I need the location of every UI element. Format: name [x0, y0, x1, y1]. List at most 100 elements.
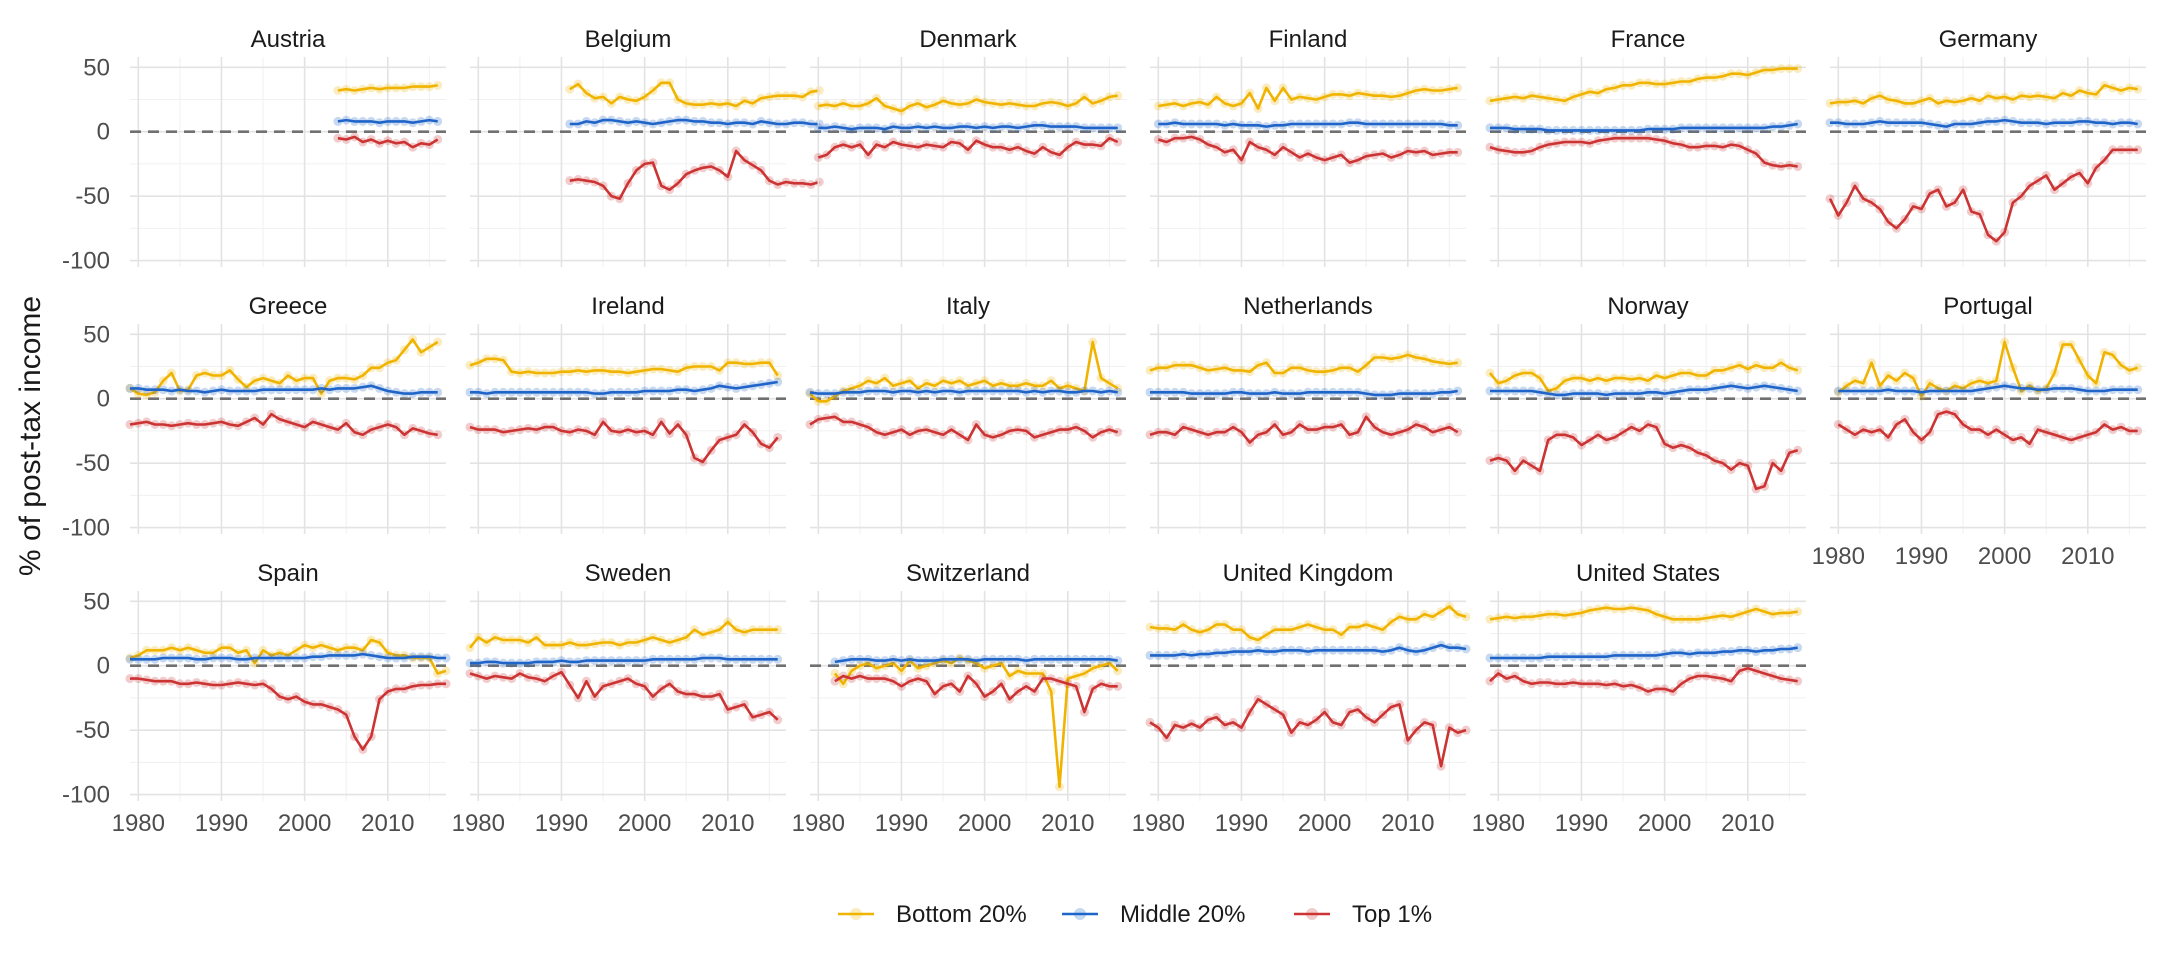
- series-line: [1150, 389, 1458, 397]
- x-tick-label: 2000: [618, 810, 671, 837]
- panel-sweden: Sweden 1980 1990 2000 2010: [452, 560, 786, 837]
- series-line: [809, 389, 1118, 395]
- legend-key-point: [1306, 908, 1318, 920]
- panel-portugal: Portugal 1980 1990 2000 2010: [1812, 293, 2146, 570]
- x-tick-label: 2010: [1381, 810, 1434, 837]
- series-line: [818, 94, 1118, 113]
- series-line: [1489, 67, 1798, 103]
- series-middle: [333, 115, 443, 128]
- series-line: [834, 674, 1118, 714]
- series-bottom: [465, 354, 783, 381]
- panel-title: Switzerland: [906, 560, 1030, 587]
- y-tick-label: 0: [97, 653, 110, 680]
- panel-title: Portugal: [1943, 293, 2032, 320]
- panel-title: Spain: [257, 560, 318, 587]
- x-tick-label: 2010: [361, 810, 414, 837]
- series-bottom: [1145, 350, 1463, 378]
- series-line: [1158, 86, 1458, 110]
- legend-label: Bottom 20%: [896, 901, 1027, 928]
- series-top: [813, 133, 1123, 162]
- series-middle: [465, 653, 783, 668]
- panel-finland: Finland: [1150, 26, 1466, 267]
- series-middle: [1485, 381, 1803, 400]
- panel-germany: Germany: [1825, 26, 2146, 267]
- x-tick-label: 1990: [1895, 543, 1948, 570]
- series-bottom: [1145, 601, 1471, 645]
- y-tick-label: 50: [83, 54, 110, 81]
- series-bottom: [830, 653, 1123, 792]
- series-middle: [1153, 118, 1463, 132]
- series-line: [468, 620, 778, 649]
- y-tick-label: -100: [62, 248, 110, 275]
- series-bottom: [813, 91, 1123, 116]
- series-line: [130, 677, 446, 751]
- panel-ireland: Ireland: [465, 293, 786, 534]
- y-tick-label: 0: [97, 386, 110, 413]
- panel-title: Austria: [251, 26, 326, 53]
- panel-title: Belgium: [585, 26, 672, 53]
- series-line: [1490, 646, 1798, 660]
- series-line: [834, 657, 1118, 664]
- y-tick-label: 50: [83, 321, 110, 348]
- series-line: [129, 338, 439, 397]
- series-bottom: [805, 337, 1123, 406]
- series-top: [465, 417, 783, 467]
- series-bottom: [125, 635, 451, 678]
- panel-title: Denmark: [919, 26, 1017, 53]
- x-tick-label: 1990: [1555, 810, 1608, 837]
- series-middle: [1485, 119, 1803, 135]
- series-bottom: [565, 78, 824, 111]
- y-axis-label: % of post-tax income: [14, 296, 47, 576]
- panel-italy: Italy: [805, 293, 1126, 534]
- series-line: [569, 118, 820, 126]
- series-line: [1837, 340, 2139, 398]
- series-bottom: [1485, 64, 1803, 106]
- series-line: [569, 81, 820, 108]
- series-top: [1145, 412, 1463, 448]
- series-line: [1489, 136, 1798, 168]
- series-middle: [805, 386, 1123, 399]
- x-tick-label: 2010: [1721, 810, 1774, 837]
- series-line: [337, 135, 439, 149]
- series-middle: [125, 381, 443, 399]
- series-line: [1149, 415, 1459, 444]
- series-top: [333, 132, 443, 152]
- series-middle: [565, 115, 824, 129]
- series-line: [1829, 84, 2138, 105]
- series-line: [1489, 606, 1798, 621]
- series-line: [1490, 122, 1798, 132]
- series-line: [470, 656, 778, 665]
- series-top: [1485, 663, 1803, 696]
- series-line: [1149, 697, 1467, 768]
- x-tick-label: 1980: [1812, 543, 1865, 570]
- data-point: [465, 668, 475, 678]
- series-line: [1838, 384, 2138, 394]
- series-middle: [465, 377, 783, 399]
- series-line: [1158, 121, 1458, 128]
- x-tick-label: 2000: [958, 810, 1011, 837]
- series-middle: [1145, 386, 1463, 400]
- series-line: [1488, 361, 1799, 393]
- x-tick-label: 1980: [452, 810, 505, 837]
- series-line: [1830, 118, 2138, 128]
- panel-austria: Austria 50 0 -50 -100: [62, 26, 446, 275]
- series-top: [1485, 133, 1803, 172]
- series-line: [1490, 384, 1798, 397]
- series-top: [1485, 419, 1803, 494]
- data-point: [565, 119, 575, 129]
- data-point: [333, 85, 343, 95]
- panel-title: Greece: [249, 293, 328, 320]
- panel-netherlands: Netherlands: [1145, 293, 1466, 534]
- series-middle: [830, 654, 1123, 667]
- data-point: [1145, 622, 1155, 632]
- y-tick-label: 50: [83, 588, 110, 615]
- series-top: [125, 409, 443, 440]
- data-point: [441, 666, 451, 676]
- series-line: [1150, 643, 1467, 657]
- legend-item-top: Top 1%: [1294, 901, 1432, 928]
- series-line: [469, 420, 779, 464]
- panel-title: Germany: [1939, 26, 2038, 53]
- panel-title: Norway: [1607, 293, 1688, 320]
